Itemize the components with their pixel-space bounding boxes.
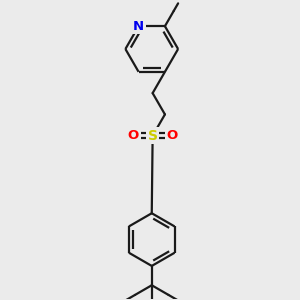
Text: N: N: [133, 20, 144, 33]
Text: S: S: [148, 129, 158, 143]
Text: O: O: [166, 129, 178, 142]
Text: O: O: [128, 129, 139, 142]
